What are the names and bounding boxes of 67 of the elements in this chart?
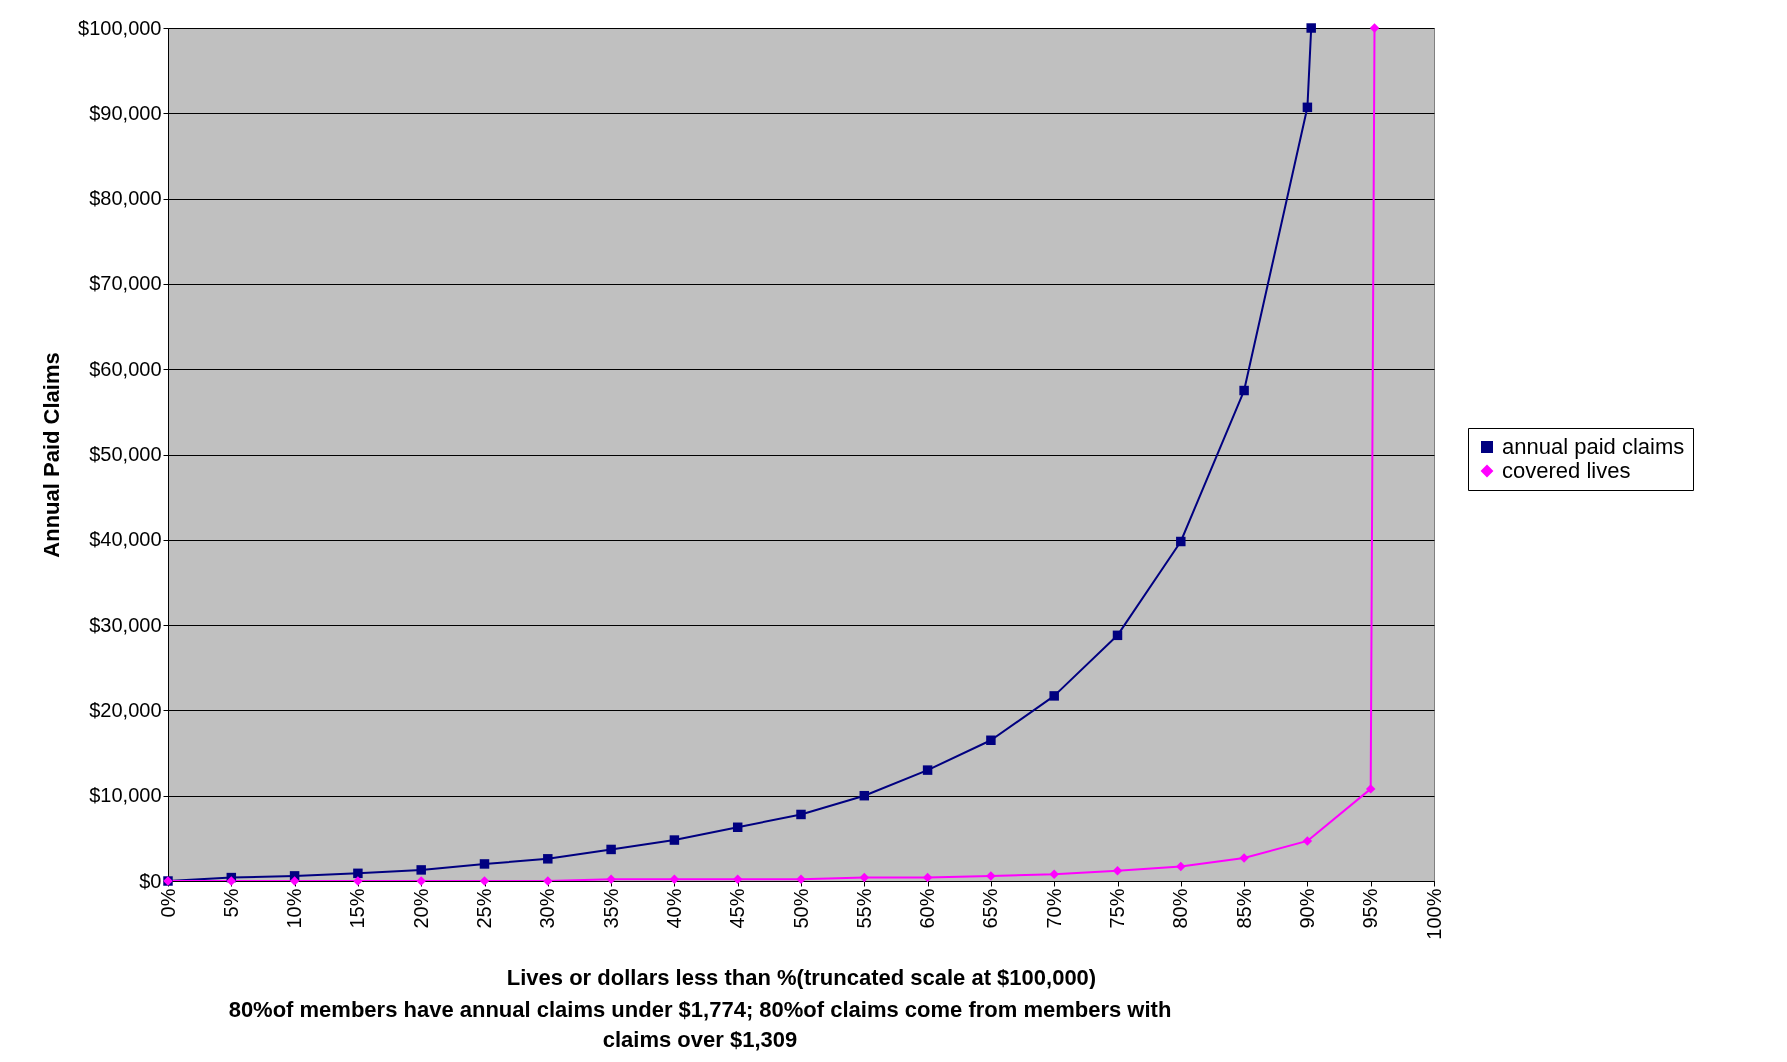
y-tick-label: $60,000 [89,357,162,380]
point [859,790,870,801]
y-tick-label: $30,000 [89,613,162,636]
y-tick-label: $80,000 [89,187,162,210]
y-tick-label: $50,000 [89,443,162,465]
x-tick-label: 10% [283,888,306,929]
x-tick-label: 5% [219,888,242,918]
x-tick-label: 60% [916,888,939,929]
x-tick-label: 45% [726,888,749,929]
point [1049,691,1059,701]
point [1306,23,1316,33]
point [543,854,553,864]
y-tick-label: $10,000 [89,784,162,807]
x-tick-label: 75% [1106,888,1128,929]
x-tick-label: 70% [1042,888,1065,929]
y-tick-label: $40,000 [89,528,162,551]
point [606,844,616,855]
x-axis-title: Lives or dollars less than %(truncated scale at $100,000) [506,964,1097,990]
point [1369,23,1380,33]
point [669,874,680,885]
legend-label: covered lives [1502,458,1631,483]
point [1239,385,1249,396]
point [479,876,490,886]
y-tick-label: $90,000 [89,101,162,124]
x-tick-label: 100% [1422,888,1445,940]
point [416,865,426,875]
point [1176,861,1186,872]
point [1302,836,1313,846]
y-tick-label: $70,000 [89,272,162,295]
point [922,765,933,775]
x-tick-label: 65% [979,888,1002,929]
point [732,822,743,832]
point [732,874,743,885]
x-tick-label: 95% [1359,888,1382,929]
x-tick-label: 35% [599,888,622,929]
point [796,874,806,885]
point [353,868,363,879]
x-tick-label: 50% [789,888,812,929]
point [986,735,996,745]
point [289,876,300,886]
x-tick-label: 40% [662,888,685,929]
x-tick-label: 25% [473,888,495,929]
point [226,876,237,886]
point [1049,869,1059,879]
point [922,872,933,883]
y-tick-label: $100,000 [78,16,162,39]
point [1112,866,1123,876]
point [606,874,616,885]
x-tick-label: 90% [1295,888,1318,929]
x-tick-label: 20% [409,888,432,929]
y-axis-title: Annual Paid Claims [39,352,65,558]
text: 80%of members have annual claims under $1,774; 80%of claims come from members with claims over $1,309 [227,996,1173,1054]
point [859,872,870,883]
y-tick-label: $20,000 [89,698,162,721]
point [796,809,806,820]
point [669,835,680,845]
point [1112,630,1123,641]
x-tick-label: 15% [346,888,369,929]
point [1365,784,1376,794]
point [479,859,490,869]
legend-label: annual paid claims [1502,434,1685,459]
x-tick-label: 85% [1232,888,1255,929]
point [1176,536,1186,547]
point [1302,102,1313,113]
x-tick-label: 80% [1169,888,1192,929]
x-tick-label: 30% [536,888,559,929]
x-tick-label: 55% [852,888,875,929]
